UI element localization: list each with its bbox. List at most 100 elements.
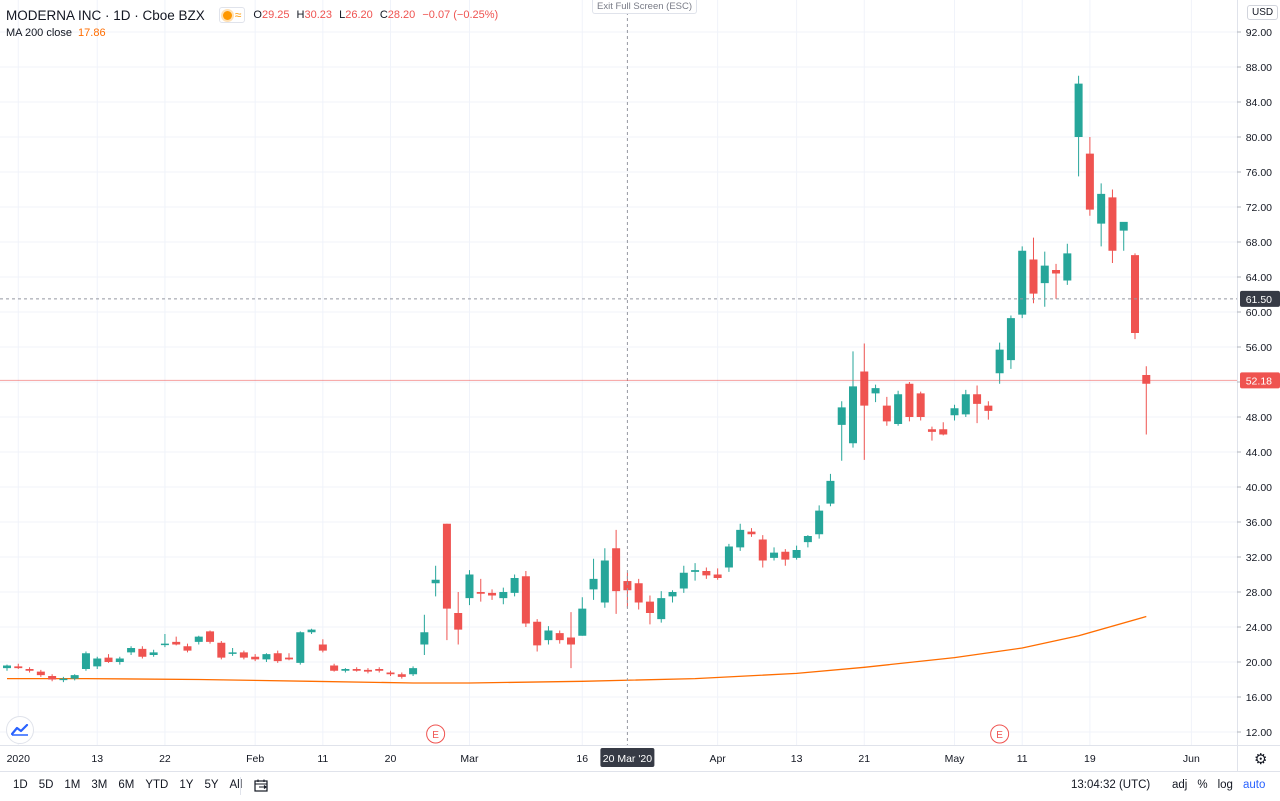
tradingview-logo[interactable] bbox=[6, 716, 34, 744]
candle-body bbox=[600, 560, 609, 603]
candle bbox=[465, 570, 474, 606]
candle bbox=[984, 401, 993, 420]
candle bbox=[589, 558, 598, 600]
candle-body bbox=[623, 581, 632, 591]
time-tick-label: 11 bbox=[317, 753, 328, 765]
candle bbox=[59, 676, 68, 683]
price-tick-label: 24.00 bbox=[1246, 622, 1272, 634]
candle bbox=[352, 667, 361, 672]
range-button-1d[interactable]: 1D bbox=[13, 779, 28, 791]
scale-option-log[interactable]: log bbox=[1217, 779, 1233, 791]
logo-mark-icon bbox=[11, 724, 29, 736]
candle bbox=[251, 654, 260, 662]
candle bbox=[521, 571, 530, 627]
candle bbox=[950, 404, 959, 421]
range-button-1m[interactable]: 1M bbox=[64, 779, 81, 791]
candle bbox=[476, 578, 485, 602]
candle-body bbox=[894, 394, 903, 424]
candle-body bbox=[634, 583, 643, 603]
price-tick-label: 48.00 bbox=[1246, 412, 1272, 424]
candle-body bbox=[499, 592, 508, 599]
candle-body bbox=[657, 598, 666, 620]
time-axis[interactable]: 2020 13 22 Feb 11 20 Mar 16 Apr 13 21 May 11 19 Jun 20 … bbox=[0, 745, 1280, 768]
candle-body bbox=[318, 644, 327, 651]
candle-body bbox=[950, 408, 959, 416]
price-tick-label: 56.00 bbox=[1246, 342, 1272, 354]
range-button-all[interactable]: All bbox=[229, 779, 243, 791]
candle bbox=[882, 396, 891, 426]
candle-body bbox=[420, 632, 429, 645]
candle-body bbox=[3, 665, 11, 669]
ohlc-values: O29.25 H30.23 L26.20 C28.20 −0.07 (−0.25… bbox=[253, 9, 498, 21]
earnings-marker-label: E bbox=[432, 730, 439, 741]
candle-body bbox=[668, 592, 677, 597]
candle bbox=[104, 654, 113, 663]
candle-body bbox=[645, 601, 654, 613]
range-button-3m[interactable]: 3M bbox=[91, 779, 108, 791]
candle bbox=[138, 646, 147, 659]
candle-body bbox=[81, 653, 90, 669]
candle bbox=[860, 343, 869, 460]
last-price-badge bbox=[1240, 372, 1280, 389]
scale-option-auto[interactable]: auto bbox=[1242, 779, 1266, 791]
candle-body bbox=[826, 480, 835, 504]
candle-body bbox=[803, 536, 812, 543]
calendar-range-icon[interactable] bbox=[254, 779, 268, 795]
crosshair-date-label: 20 Mar '20 bbox=[603, 753, 652, 765]
gear-icon[interactable]: ⚙ bbox=[1254, 751, 1268, 768]
crosshair-date-badge bbox=[600, 748, 655, 767]
range-button-ytd[interactable]: YTD bbox=[145, 779, 169, 791]
range-button-5d[interactable]: 5D bbox=[38, 779, 54, 791]
symbol-title[interactable]: MODERNA INC · 1D · Cboe BZX bbox=[6, 7, 205, 23]
range-button-5y[interactable]: 5Y bbox=[204, 779, 219, 791]
price-tick-label: 76.00 bbox=[1246, 167, 1272, 179]
candle bbox=[1052, 263, 1061, 299]
market-status-indicator[interactable]: ≈ bbox=[218, 7, 246, 23]
candle bbox=[995, 342, 1004, 384]
candle bbox=[3, 664, 11, 671]
candle bbox=[14, 663, 23, 669]
indicator-legend[interactable]: MA 200 close 17.86 bbox=[6, 27, 498, 39]
candle bbox=[679, 565, 688, 593]
candle bbox=[1040, 251, 1049, 307]
candle bbox=[1085, 137, 1094, 216]
close-label: C bbox=[379, 9, 388, 21]
earnings-marker[interactable]: E bbox=[426, 724, 446, 744]
candle bbox=[758, 535, 767, 568]
candle bbox=[905, 382, 914, 422]
candle bbox=[194, 635, 203, 645]
candle-body bbox=[984, 405, 993, 411]
price-axis[interactable]: 12.00 16.00 20.00 24.00 28.00 32.00 36.00 40.00… bbox=[1237, 0, 1280, 771]
candle bbox=[1063, 243, 1072, 285]
exit-fullscreen-button[interactable]: Exit Full Screen (ESC) bbox=[592, 0, 698, 14]
scale-option-percent[interactable]: % bbox=[1197, 779, 1208, 791]
candle bbox=[510, 574, 519, 597]
clock-time[interactable]: 13:04:32 (UTC) bbox=[1071, 779, 1151, 791]
range-button-6m[interactable]: 6M bbox=[118, 779, 135, 791]
candle bbox=[273, 650, 282, 663]
currency-badge[interactable]: USD bbox=[1247, 5, 1279, 20]
time-tick-label: Mar bbox=[460, 753, 479, 765]
candle-body bbox=[397, 674, 406, 677]
price-chart[interactable]: E E 12.0016.0020.0024.0028.0032.0036.0040… bbox=[0, 0, 1280, 771]
candle-body bbox=[691, 570, 700, 572]
candle bbox=[1142, 366, 1151, 435]
candle bbox=[645, 595, 654, 625]
candle-body bbox=[172, 641, 181, 645]
candle-body bbox=[183, 646, 192, 651]
candles-layer bbox=[3, 75, 1151, 683]
ma-200-line bbox=[7, 615, 1147, 684]
earnings-marker[interactable]: E bbox=[990, 724, 1010, 744]
candle bbox=[533, 619, 542, 652]
candle-body bbox=[578, 608, 587, 636]
range-button-1y[interactable]: 1Y bbox=[179, 779, 194, 791]
candle-body bbox=[239, 652, 248, 658]
price-tick-label: 68.00 bbox=[1246, 237, 1272, 249]
candle bbox=[25, 667, 34, 673]
time-tick-label: 20 bbox=[385, 753, 397, 765]
price-tick-label: 16.00 bbox=[1246, 692, 1272, 704]
candle bbox=[409, 666, 418, 676]
candle-body bbox=[273, 653, 282, 662]
scale-option-adj[interactable]: adj bbox=[1172, 779, 1188, 791]
candle bbox=[318, 639, 327, 653]
